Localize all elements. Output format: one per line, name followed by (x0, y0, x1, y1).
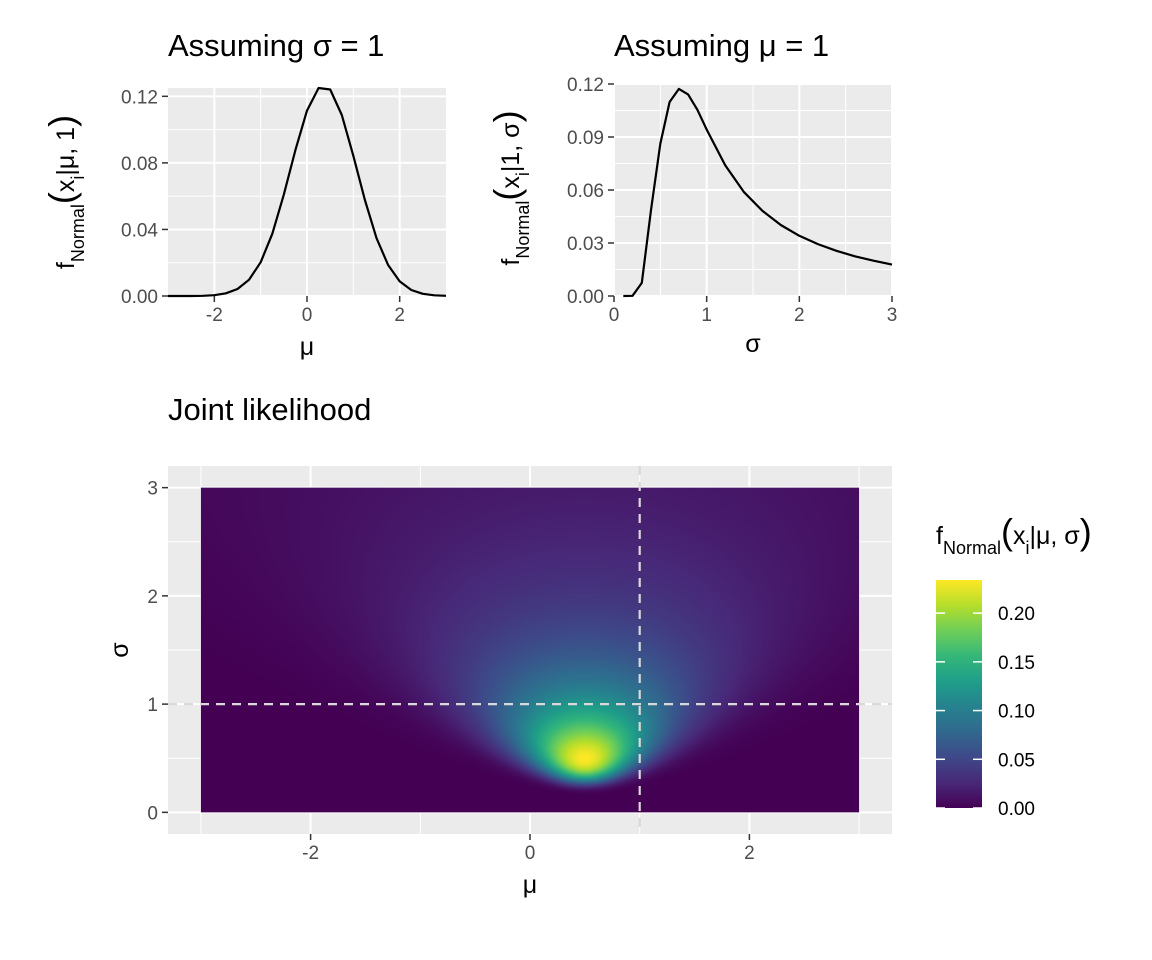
colorbar-tick-label: 0.00 (998, 799, 1035, 820)
reference-lines (168, 466, 892, 834)
colorbar-legend: fNormal(xi|μ, σ) 0.00 0.05 0.10 0.15 0.20 (936, 511, 1092, 820)
y-tick-label: 0.12 (567, 75, 604, 96)
y-tick-label: 0.03 (567, 234, 604, 255)
x-tick-label: 2 (394, 305, 405, 326)
y-tick-label: 0.06 (567, 181, 604, 202)
chart-sigma-fixed: Assuming σ = 1 -2 0 2 0.00 0.04 0.08 0.12 μ fN… (41, 28, 447, 361)
density-line (623, 87, 893, 298)
chart-joint-likelihood: Joint likelihood -2 0 2 0 1 2 3 μ σ fNormal(xi… (106, 392, 1092, 899)
y-tick-label: 0.04 (121, 220, 158, 241)
y-tick-label: 0.00 (121, 287, 158, 308)
likelihood-heatmap (200, 487, 860, 813)
axis-ticks: 0 1 2 3 0.00 0.03 0.06 0.09 0.12 (567, 75, 897, 326)
x-tick-label: 2 (744, 843, 755, 864)
x-axis-label: μ (300, 333, 314, 361)
legend-title: fNormal(xi|μ, σ) (936, 511, 1092, 558)
colorbar-tick-label: 0.05 (998, 750, 1035, 771)
y-tick-label: 0 (147, 803, 158, 824)
y-tick-label: 2 (147, 587, 158, 608)
chart-mu-fixed: Assuming μ = 1 0 1 2 30.000.030.060.090.12 … (486, 28, 897, 358)
density-line (168, 86, 447, 298)
x-tick-label: 0 (525, 843, 536, 864)
chart-title: Joint likelihood (168, 392, 371, 427)
x-axis-label: μ (523, 871, 537, 899)
x-tick-label: 1 (701, 305, 712, 326)
y-axis-label: fNormal(xi|1, σ) (486, 110, 533, 265)
grid-lines (613, 83, 893, 297)
y-tick-label: 3 (147, 479, 158, 500)
y-axis-label: fNormal(xi|μ, 1) (41, 115, 88, 269)
axis-ticks: -2 0 2 0 1 2 3 (147, 479, 754, 864)
colorbar-tick-label: 0.20 (998, 604, 1035, 625)
y-axis-label: σ (106, 642, 134, 658)
x-tick-label: -2 (206, 305, 223, 326)
x-tick-label: 0 (302, 305, 313, 326)
x-axis-label: σ (745, 330, 761, 358)
y-tick-label: 0.08 (121, 154, 158, 175)
x-tick-label: 0 (609, 305, 620, 326)
chart-title: Assuming σ = 1 (168, 28, 384, 63)
colorbar (936, 580, 982, 808)
x-tick-label: -2 (302, 843, 319, 864)
y-tick-label: 0.00 (567, 287, 604, 308)
colorbar-ticks: 0.00 0.05 0.10 0.15 0.20 (936, 604, 1035, 820)
x-tick-label: 2 (794, 305, 805, 326)
chart-title: Assuming μ = 1 (614, 28, 829, 63)
colorbar-tick-label: 0.10 (998, 702, 1035, 723)
x-tick-label: 3 (887, 305, 898, 326)
colorbar-tick-label: 0.15 (998, 653, 1035, 674)
y-tick-label: 0.09 (567, 128, 604, 149)
y-tick-label: 0.12 (121, 87, 158, 108)
axis-ticks: -2 0 2 0.00 0.04 0.08 0.12 (121, 87, 405, 326)
y-tick-label: 1 (147, 695, 158, 716)
